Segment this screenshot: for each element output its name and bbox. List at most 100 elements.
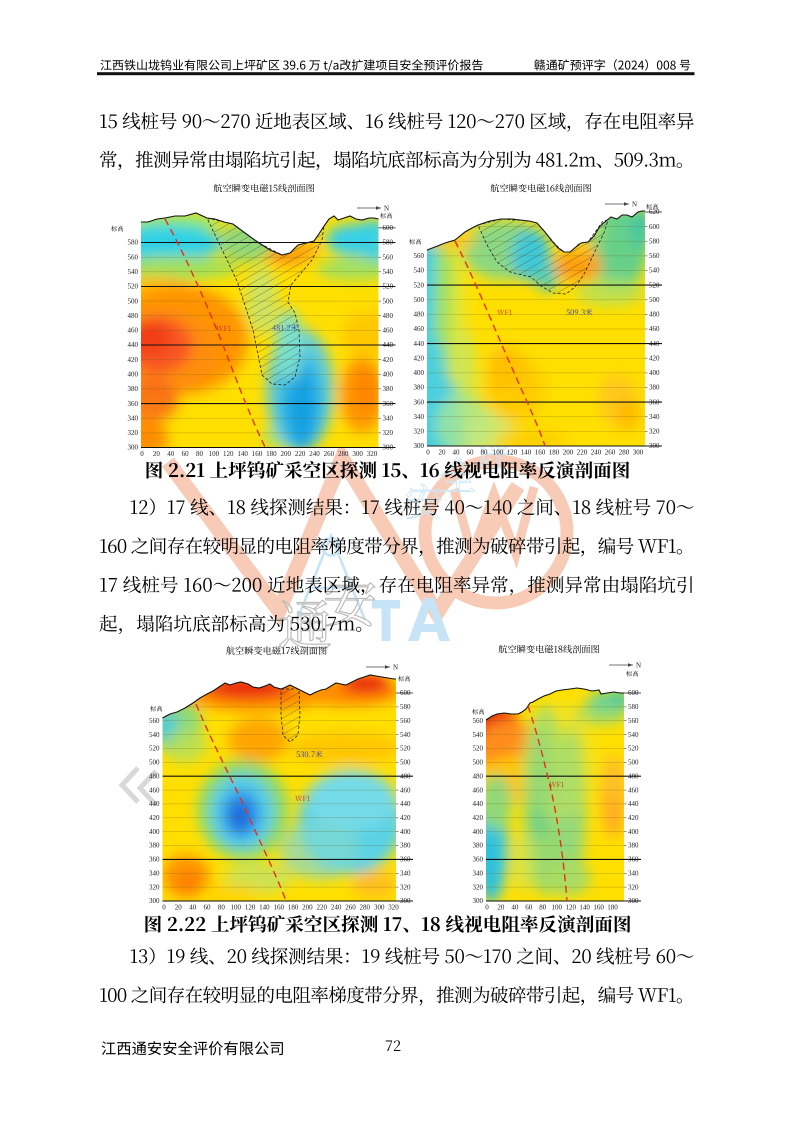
svg-text:300: 300 — [649, 442, 660, 450]
svg-text:420: 420 — [649, 354, 660, 362]
svg-text:440: 440 — [149, 800, 160, 808]
svg-text:440: 440 — [383, 341, 394, 349]
svg-text:420: 420 — [128, 356, 139, 364]
svg-text:580: 580 — [400, 703, 411, 711]
svg-text:340: 340 — [473, 870, 484, 878]
svg-text:360: 360 — [400, 856, 411, 864]
svg-text:300: 300 — [633, 449, 644, 457]
svg-text:480: 480 — [128, 312, 139, 320]
svg-text:0: 0 — [162, 904, 166, 912]
svg-text:460: 460 — [628, 786, 639, 794]
svg-text:500: 500 — [400, 759, 411, 767]
svg-text:240: 240 — [309, 450, 320, 458]
svg-text:200: 200 — [302, 904, 313, 912]
svg-text:380: 380 — [400, 842, 411, 850]
svg-text:520: 520 — [400, 745, 411, 753]
svg-text:560: 560 — [400, 717, 411, 725]
svg-text:380: 380 — [128, 385, 139, 393]
svg-text:520: 520 — [128, 283, 139, 291]
svg-text:80: 80 — [539, 904, 547, 912]
svg-text:320: 320 — [628, 883, 639, 891]
svg-text:220: 220 — [577, 449, 588, 457]
svg-text:320: 320 — [367, 450, 378, 458]
svg-text:300: 300 — [149, 897, 160, 905]
svg-text:340: 340 — [383, 414, 394, 422]
svg-text:320: 320 — [128, 429, 139, 437]
svg-text:540: 540 — [649, 267, 660, 275]
svg-text:180: 180 — [549, 449, 560, 457]
svg-text:360: 360 — [383, 400, 394, 408]
svg-text:560: 560 — [628, 717, 639, 725]
svg-text:200: 200 — [563, 449, 574, 457]
svg-text:20: 20 — [153, 450, 161, 458]
svg-text:360: 360 — [414, 398, 425, 406]
svg-text:80: 80 — [196, 450, 204, 458]
svg-text:500: 500 — [649, 296, 660, 304]
svg-text:440: 440 — [473, 800, 484, 808]
svg-text:460: 460 — [414, 325, 425, 333]
svg-text:100: 100 — [230, 904, 241, 912]
svg-text:40: 40 — [167, 450, 175, 458]
svg-text:560: 560 — [649, 252, 660, 260]
svg-text:300: 300 — [473, 897, 484, 905]
svg-text:320: 320 — [649, 428, 660, 436]
svg-text:340: 340 — [628, 870, 639, 878]
svg-text:600: 600 — [628, 689, 639, 697]
svg-text:280: 280 — [360, 904, 371, 912]
svg-text:500: 500 — [628, 759, 639, 767]
svg-text:560: 560 — [473, 717, 484, 725]
svg-text:520: 520 — [383, 283, 394, 291]
svg-text:320: 320 — [149, 883, 160, 891]
svg-text:340: 340 — [649, 413, 660, 421]
svg-text:320: 320 — [400, 883, 411, 891]
svg-text:420: 420 — [414, 354, 425, 362]
svg-text:400: 400 — [414, 369, 425, 377]
svg-text:560: 560 — [414, 252, 425, 260]
svg-text:300: 300 — [352, 450, 363, 458]
svg-text:480: 480 — [383, 312, 394, 320]
svg-text:40: 40 — [511, 904, 519, 912]
svg-text:220: 220 — [295, 450, 306, 458]
svg-text:520: 520 — [628, 745, 639, 753]
svg-text:540: 540 — [628, 731, 639, 739]
svg-text:560: 560 — [149, 717, 160, 725]
svg-text:60: 60 — [182, 450, 190, 458]
svg-text:440: 440 — [128, 341, 139, 349]
svg-text:480: 480 — [149, 772, 160, 780]
svg-text:120: 120 — [245, 904, 256, 912]
svg-text:580: 580 — [628, 703, 639, 711]
svg-text:520: 520 — [473, 745, 484, 753]
svg-text:120: 120 — [507, 449, 518, 457]
svg-text:160: 160 — [593, 904, 604, 912]
svg-text:180: 180 — [266, 450, 277, 458]
svg-text:460: 460 — [473, 786, 484, 794]
svg-text:480: 480 — [400, 772, 411, 780]
svg-text:440: 440 — [628, 800, 639, 808]
svg-text:400: 400 — [383, 371, 394, 379]
svg-text:400: 400 — [400, 828, 411, 836]
svg-text:360: 360 — [128, 400, 139, 408]
svg-text:N: N — [384, 205, 389, 213]
svg-text:160: 160 — [252, 450, 263, 458]
svg-text:300: 300 — [400, 897, 411, 905]
svg-text:0: 0 — [426, 449, 430, 457]
svg-text:420: 420 — [400, 814, 411, 822]
svg-text:400: 400 — [128, 371, 139, 379]
svg-text:580: 580 — [128, 239, 139, 247]
svg-text:320: 320 — [473, 883, 484, 891]
svg-text:300: 300 — [383, 444, 394, 452]
svg-text:600: 600 — [383, 224, 394, 232]
svg-text:480: 480 — [473, 772, 484, 780]
svg-text:80: 80 — [481, 449, 489, 457]
svg-text:620: 620 — [649, 208, 660, 216]
svg-text:540: 540 — [128, 268, 139, 276]
svg-text:480: 480 — [414, 311, 425, 319]
svg-text:560: 560 — [383, 253, 394, 261]
svg-text:560: 560 — [128, 253, 139, 261]
svg-text:140: 140 — [237, 450, 248, 458]
svg-text:320: 320 — [383, 429, 394, 437]
svg-text:420: 420 — [473, 814, 484, 822]
svg-text:60: 60 — [204, 904, 212, 912]
svg-text:520: 520 — [414, 281, 425, 289]
svg-text:500: 500 — [128, 297, 139, 305]
